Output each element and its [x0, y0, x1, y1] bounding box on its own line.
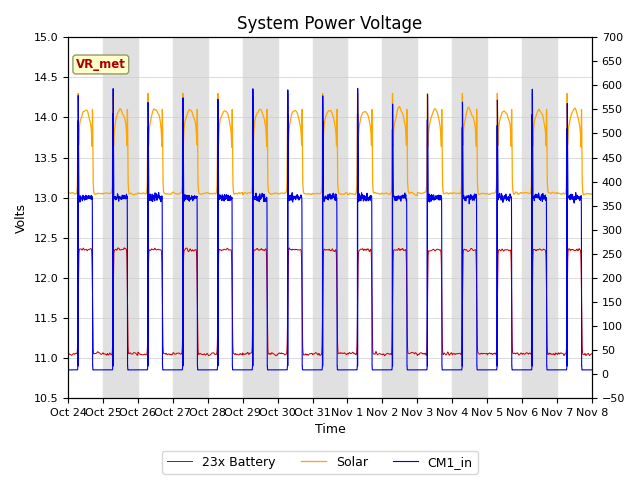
- Line: Solar: Solar: [68, 94, 592, 196]
- 23x Battery: [243, 351, 250, 357]
- Solar: [413, 193, 421, 199]
- Solar: [243, 191, 250, 196]
- Text: VR_met: VR_met: [76, 58, 126, 71]
- Bar: [382, 37, 417, 398]
- Solar: [560, 190, 568, 196]
- Bar: [452, 37, 487, 398]
- Bar: [522, 37, 557, 398]
- X-axis label: Time: Time: [315, 423, 346, 436]
- Legend: 23x Battery, Solar, CM1_in: 23x Battery, Solar, CM1_in: [163, 451, 477, 474]
- Title: System Power Voltage: System Power Voltage: [237, 15, 422, 33]
- 23x Battery: [312, 350, 320, 356]
- Solar: [447, 191, 455, 196]
- Solar: [312, 191, 320, 197]
- Bar: [103, 37, 138, 398]
- Solar: [566, 117, 574, 123]
- Solar: [74, 91, 82, 96]
- CM1_in: [588, 367, 596, 373]
- 23x Battery: [381, 353, 388, 359]
- CM1_in: [354, 85, 362, 91]
- 23x Battery: [64, 352, 72, 358]
- 23x Battery: [560, 352, 568, 358]
- CM1_in: [447, 367, 455, 373]
- Y-axis label: Volts: Volts: [15, 203, 28, 233]
- 23x Battery: [447, 350, 455, 356]
- CM1_in: [462, 198, 470, 204]
- Bar: [243, 37, 278, 398]
- CM1_in: [64, 367, 72, 373]
- CM1_in: [559, 367, 567, 373]
- Solar: [462, 113, 470, 119]
- Line: CM1_in: CM1_in: [68, 88, 592, 370]
- Bar: [312, 37, 348, 398]
- 23x Battery: [462, 247, 470, 252]
- Solar: [64, 190, 72, 195]
- 23x Battery: [588, 351, 596, 357]
- Line: 23x Battery: 23x Battery: [68, 248, 592, 356]
- Bar: [173, 37, 208, 398]
- CM1_in: [312, 367, 320, 373]
- Solar: [588, 191, 596, 197]
- 23x Battery: [566, 247, 574, 253]
- CM1_in: [242, 367, 250, 373]
- 23x Battery: [120, 245, 128, 251]
- CM1_in: [566, 194, 574, 200]
